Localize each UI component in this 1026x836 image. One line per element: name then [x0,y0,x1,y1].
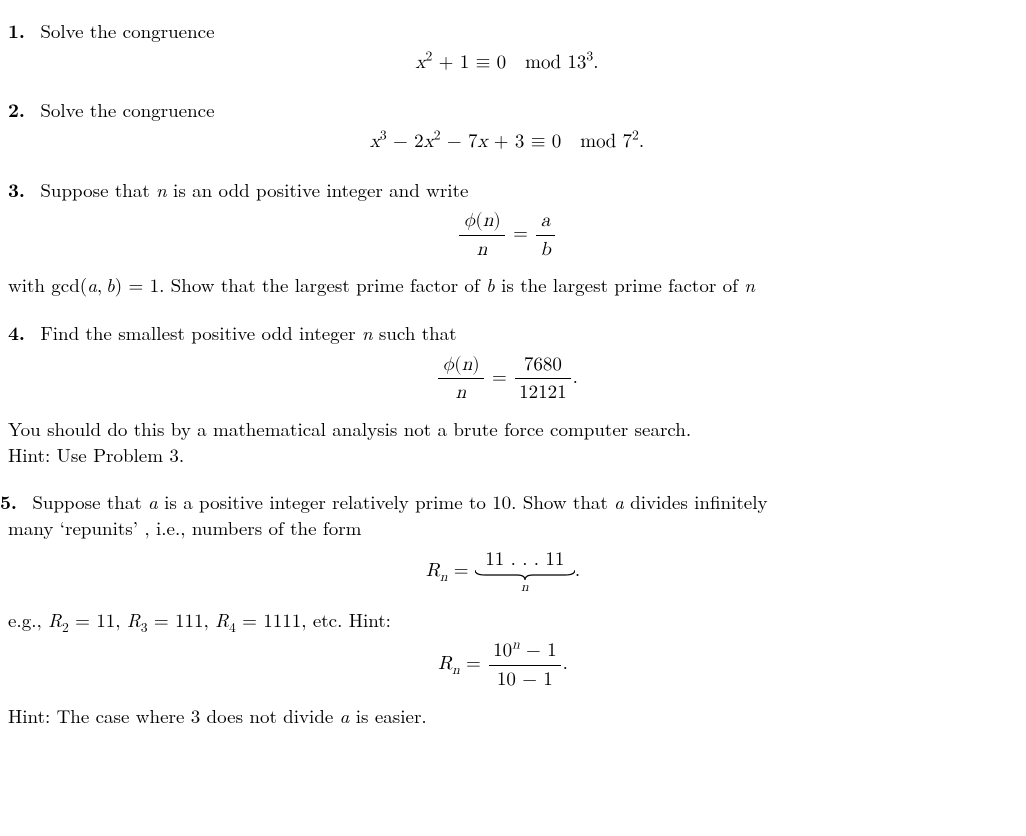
problem-number: 2. [8,97,34,123]
problem-3-equation: ϕ(n) n = a b [8,208,1006,262]
problem-1: 1. Solve the congruence x2 + 1 ≡ 0 mod 1… [8,18,1006,75]
problem-5-line4: e.g., R2 = 11, R3 = 111, R4 = 1111, etc.… [0,607,1006,633]
problem-2-text: Solve the congruence [40,96,214,123]
phi-over-n-2: ϕ(n) n [438,352,484,406]
problem-4: 4. Find the smallest positive odd intege… [8,320,1006,467]
problem-1-equation: x2 + 1 ≡ 0 mod 133. [8,50,1006,76]
ratio-7680-12121: 7680 12121 [515,352,571,406]
problem-number: 4. [8,320,34,346]
problem-4-equation: ϕ(n) n = 7680 12121 . [8,352,1006,406]
problem-2-intro: 2. Solve the congruence [8,97,1006,123]
problem-3: 3. Suppose that n is an odd positive int… [8,177,1006,299]
problem-5: 5. Suppose that a is a positive integer … [0,489,1006,728]
problem-2-equation: x3 − 2x2 − 7x + 3 ≡ 0 mod 72. [8,129,1006,155]
problem-5-intro: 5. Suppose that a is a positive integer … [0,489,1006,515]
problem-5-line2: many ‘repunits’ , i.e., numbers of the f… [0,515,1006,541]
problem-2: 2. Solve the congruence x3 − 2x2 − 7x + … [8,97,1006,154]
problem-number: 3. [8,177,34,203]
repunit-formula: 10n − 1 10 − 1 [489,638,561,692]
problem-4-line3: You should do this by a mathematical ana… [8,416,1006,442]
problem-5-equation-2: Rn = 10n − 1 10 − 1 . [0,638,1006,692]
underbrace-icon [475,570,575,580]
problem-3-continuation: with gcd(a, b) = 1. Show that the larges… [8,272,1006,298]
problem-1-text: Solve the congruence [40,17,214,44]
problem-4-line4: Hint: Use Problem 3. [8,442,1006,468]
phi-over-n: ϕ(n) n [459,208,505,262]
problem-5-equation-1: Rn = 11 . . . 11 n . [0,547,1006,597]
problem-5-line6: Hint: The case where 3 does not divide a… [0,703,1006,729]
underbrace-repunit: 11 . . . 11 n [475,547,575,597]
problem-number: 5. [0,489,26,515]
problem-number: 1. [8,18,34,44]
problem-3-intro: 3. Suppose that n is an odd positive int… [8,177,1006,203]
a-over-b: a b [536,208,555,262]
problem-1-intro: 1. Solve the congruence [8,18,1006,44]
problem-4-intro: 4. Find the smallest positive odd intege… [8,320,1006,346]
